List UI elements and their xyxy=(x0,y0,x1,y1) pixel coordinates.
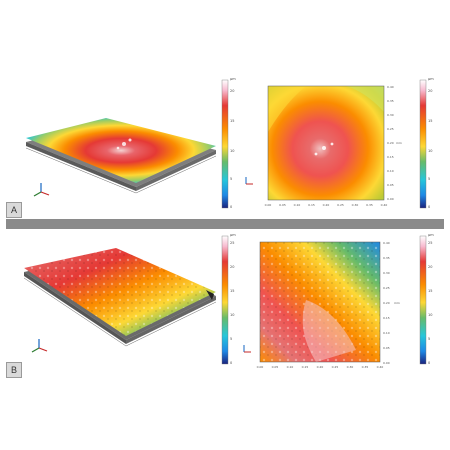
panel-label-a: A xyxy=(6,202,22,218)
colorbar-unit: μm xyxy=(230,77,236,81)
svg-text:0.05: 0.05 xyxy=(383,346,390,350)
svg-text:0: 0 xyxy=(230,205,232,209)
svg-text:20: 20 xyxy=(428,265,432,269)
svg-text:0.20: 0.20 xyxy=(323,203,330,207)
svg-text:0.40: 0.40 xyxy=(381,203,388,207)
svg-text:0.35: 0.35 xyxy=(362,365,369,369)
colorbar-right-a: μm 20 15 10 5 0 xyxy=(419,77,434,209)
svg-text:25: 25 xyxy=(428,241,432,245)
svg-text:0.30: 0.30 xyxy=(352,203,359,207)
svg-text:10: 10 xyxy=(230,313,234,317)
panel-a-figure: μm 20 15 10 5 0 0.00 0.05 0.10 0.15 xyxy=(25,77,434,209)
heatmap-2d-b-x-axis: 0.00 0.05 0.10 0.15 0.20 0.25 0.30 0.35 … xyxy=(257,365,384,369)
svg-text:0.25: 0.25 xyxy=(337,203,344,207)
svg-text:0: 0 xyxy=(230,361,232,365)
svg-text:0.15: 0.15 xyxy=(387,155,394,159)
heatmap-2d-a-x-axis: 0.00 0.05 0.10 0.15 0.20 0.25 0.30 0.35 … xyxy=(265,203,388,207)
svg-text:5: 5 xyxy=(230,337,232,341)
xyz-axis-triad-icon xyxy=(245,177,253,185)
svg-text:20: 20 xyxy=(230,265,234,269)
surface-3d-b xyxy=(24,248,216,344)
svg-text:0.05: 0.05 xyxy=(387,183,394,187)
svg-text:0.40: 0.40 xyxy=(383,241,390,245)
heatmap-2d-b-y-axis: 0.40 0.35 0.30 0.25 0.20 0.15 0.10 0.05 … xyxy=(383,241,400,365)
panel-divider xyxy=(6,219,444,229)
svg-text:5: 5 xyxy=(428,337,430,341)
svg-text:10: 10 xyxy=(428,313,432,317)
surface-3d-a-axis xyxy=(25,147,217,194)
svg-text:20: 20 xyxy=(230,89,234,93)
svg-text:0.15: 0.15 xyxy=(383,316,390,320)
xyz-axis-triad-icon xyxy=(31,339,48,353)
panel-b-figure: μm 25 20 15 10 5 0 0.00 0.05 0.10 0.15 0… xyxy=(23,233,434,369)
svg-text:mm: mm xyxy=(394,301,400,305)
surface-3d-a xyxy=(26,118,216,191)
heatmap-2d-a xyxy=(267,85,385,201)
svg-text:0: 0 xyxy=(428,361,430,365)
svg-text:0.25: 0.25 xyxy=(332,365,339,369)
svg-text:0.15: 0.15 xyxy=(308,203,315,207)
svg-text:0.00: 0.00 xyxy=(387,197,394,201)
heatmap-2d-b xyxy=(259,241,381,363)
svg-text:0.35: 0.35 xyxy=(387,99,394,103)
svg-text:0.40: 0.40 xyxy=(387,85,394,89)
svg-text:10: 10 xyxy=(428,149,432,153)
svg-text:5: 5 xyxy=(230,177,232,181)
svg-text:15: 15 xyxy=(230,119,234,123)
colorbar-left-b: μm 25 20 15 10 5 0 xyxy=(221,233,236,365)
svg-text:0.35: 0.35 xyxy=(366,203,373,207)
svg-text:0.20: 0.20 xyxy=(387,141,394,145)
svg-text:μm: μm xyxy=(428,233,434,237)
svg-text:0.35: 0.35 xyxy=(383,256,390,260)
svg-text:0.00: 0.00 xyxy=(383,361,390,365)
svg-text:15: 15 xyxy=(230,289,234,293)
side-axis-unit: mm xyxy=(396,141,402,145)
svg-text:15: 15 xyxy=(428,119,432,123)
colorbar-left-a: μm 20 15 10 5 0 xyxy=(221,77,236,209)
surface-3d-b-axis xyxy=(23,277,217,347)
svg-text:0.10: 0.10 xyxy=(294,203,301,207)
svg-text:5: 5 xyxy=(428,177,430,181)
xyz-axis-triad-icon xyxy=(33,183,50,197)
svg-text:0.00: 0.00 xyxy=(265,203,272,207)
svg-text:0.30: 0.30 xyxy=(387,113,394,117)
svg-text:0.00: 0.00 xyxy=(257,365,264,369)
svg-text:0.40: 0.40 xyxy=(377,365,384,369)
svg-text:0.30: 0.30 xyxy=(347,365,354,369)
svg-text:0.05: 0.05 xyxy=(272,365,279,369)
panel-a: μm 20 15 10 5 0 0.00 0.05 0.10 0.15 xyxy=(6,72,444,218)
heatmap-2d-a-y-axis: 0.40 0.35 0.30 0.25 0.20 0.15 0.10 0.05 … xyxy=(387,85,402,201)
svg-text:20: 20 xyxy=(428,89,432,93)
svg-text:0.05: 0.05 xyxy=(279,203,286,207)
panel-label-b: B xyxy=(6,362,22,378)
svg-text:μm: μm xyxy=(230,233,236,237)
colorbar-right-b: μm 25 20 15 10 5 0 xyxy=(419,233,434,365)
svg-text:0.25: 0.25 xyxy=(387,127,394,131)
svg-text:0.30: 0.30 xyxy=(383,271,390,275)
svg-text:0.10: 0.10 xyxy=(387,169,394,173)
svg-text:0.15: 0.15 xyxy=(302,365,309,369)
svg-text:μm: μm xyxy=(428,77,434,81)
svg-text:15: 15 xyxy=(428,289,432,293)
svg-text:0.10: 0.10 xyxy=(287,365,294,369)
xyz-axis-triad-icon xyxy=(243,345,251,353)
svg-text:10: 10 xyxy=(230,149,234,153)
svg-text:0.25: 0.25 xyxy=(383,286,390,290)
svg-text:0.10: 0.10 xyxy=(383,331,390,335)
svg-text:0.20: 0.20 xyxy=(317,365,324,369)
panel-b: μm 25 20 15 10 5 0 0.00 0.05 0.10 0.15 0… xyxy=(6,230,444,378)
svg-text:25: 25 xyxy=(230,241,234,245)
svg-text:0: 0 xyxy=(428,205,430,209)
svg-text:0.20: 0.20 xyxy=(383,301,390,305)
